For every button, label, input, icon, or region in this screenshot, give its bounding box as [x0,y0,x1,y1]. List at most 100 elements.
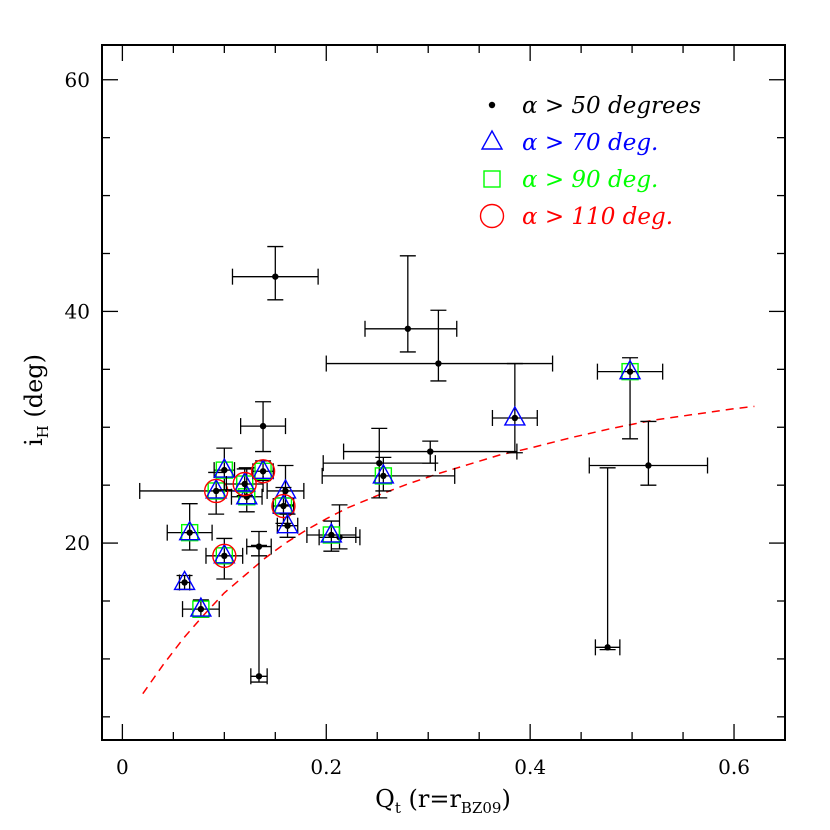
model-curve [142,405,755,695]
square-marker [322,526,341,544]
triangle-marker [320,522,343,543]
dot-marker [259,422,267,430]
data-point [239,401,287,453]
circle-marker [479,203,505,229]
dot-marker [380,472,387,480]
legend-entry: α > 110 deg. [479,203,673,230]
square-marker [207,482,225,500]
square-marker [215,461,234,479]
dot-marker [280,502,287,510]
circle-marker [212,543,237,569]
legend: α > 50 degrees α > 70 deg. α > 90 deg. α > … [479,93,701,230]
dot-marker [435,360,442,367]
dot-marker [255,673,263,680]
data-point [173,570,196,591]
circle-marker [232,471,257,497]
square-marker [483,170,501,188]
triangle-marker [213,457,236,478]
legend-label: α > 90 deg. [522,167,658,193]
circle-marker [203,478,229,504]
dot-marker [221,466,228,474]
square-marker [215,547,234,565]
circle-marker [250,459,276,484]
dot-marker [626,368,634,375]
data-point [213,447,236,491]
dot-marker [212,487,220,495]
x-tick-label: 0.2 [310,755,342,779]
legend-entry: α > 50 degrees [488,93,701,119]
data-point [246,530,272,557]
dot-marker [511,414,519,422]
y-tick-label: 60 [65,68,90,92]
y-tick-label: 40 [65,299,90,323]
data-point [276,513,299,538]
dot-marker [284,522,291,529]
dot-marker [427,448,434,455]
data-point [271,486,296,525]
triangle-marker [618,359,642,380]
dot-marker [272,273,279,280]
dot-marker [488,101,496,109]
circle-marker [271,493,296,519]
data-point [205,537,244,580]
data-point [594,467,621,656]
data-point [250,458,276,484]
data-point [588,420,709,486]
triangle-marker [272,493,295,514]
square-marker [180,523,199,542]
dot-marker [328,531,335,539]
data-point [491,362,538,454]
triangle-marker [178,520,201,541]
data-point [231,245,319,301]
x-tick-label: 0.4 [514,755,546,779]
data-point [596,357,664,440]
axis-ticks-layer: 0 0.2 0.4 0.6 20 40 60 [65,45,785,779]
dot-marker [259,468,267,475]
triangle-marker [173,570,196,591]
square-marker [192,600,210,618]
x-tick-label: 0 [116,755,129,779]
x-tick-label: 0.6 [718,755,750,779]
data-point [322,427,436,499]
triangle-marker [480,129,504,150]
triangle-marker [204,478,228,499]
legend-label: α > 110 deg. [522,204,673,230]
triangle-marker [251,458,275,479]
data-point [325,309,554,382]
model-curve-layer [142,405,755,695]
square-marker [254,462,272,480]
data-point [250,544,268,685]
data-point [364,255,458,353]
data-points-layer [139,245,709,685]
dot-marker [376,459,383,467]
x-axis-label-paren-sub: BZ09 [461,799,502,817]
triangle-marker [276,513,299,534]
dot-marker [221,552,228,560]
square-marker [236,475,254,493]
data-point [181,596,220,618]
triangle-marker [213,543,236,564]
triangle-marker [372,463,395,484]
y-axis-label-sub: H [34,425,52,438]
dot-marker [197,605,205,613]
x-axis-label-sub: t [395,799,401,817]
square-marker [374,467,393,485]
dot-marker [255,543,263,550]
triangle-marker [189,596,213,617]
dot-marker [404,325,412,332]
dot-marker [241,480,248,488]
legend-entry: α > 70 deg. [480,129,658,156]
data-point [306,520,357,552]
data-point [166,503,213,551]
dot-marker [186,529,193,536]
y-tick-label: 20 [65,531,90,555]
dot-marker [645,462,652,469]
dot-marker [604,644,611,651]
legend-entry: α > 90 deg. [483,167,658,193]
data-point [321,456,456,492]
legend-label: α > 70 deg. [522,130,658,156]
data-point [342,440,518,464]
dot-marker [181,579,188,586]
triangle-marker [503,405,527,426]
